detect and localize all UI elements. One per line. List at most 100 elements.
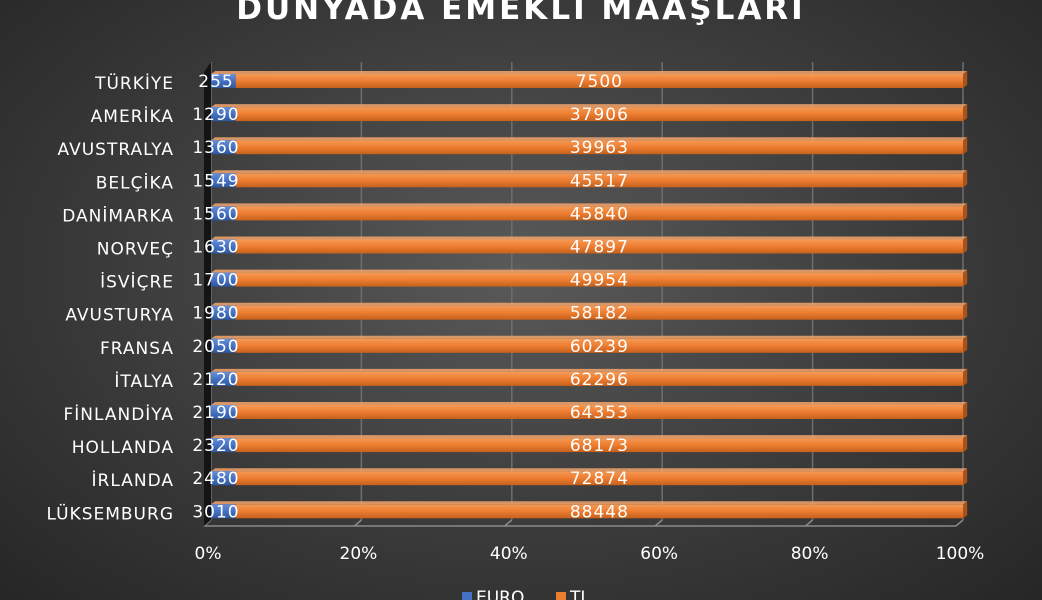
category-labels: TÜRKİYE AMERİKA AVUSTRALYA BELÇİKA DANİMARKA… xyxy=(46,72,174,524)
bar-top-face xyxy=(211,269,968,273)
bars xyxy=(211,71,968,519)
category-label: FİNLANDİYA xyxy=(63,404,174,425)
legend-swatch xyxy=(556,592,566,600)
tl-value-label: 88448 xyxy=(570,502,629,522)
bar-end-face xyxy=(963,402,968,419)
category-label: HOLLANDA xyxy=(72,438,174,458)
bar-euro xyxy=(211,173,236,188)
bar-top-face xyxy=(211,236,968,240)
bar-top-face xyxy=(211,137,968,141)
category-label: AVUSTRALYA xyxy=(58,140,174,160)
bar-end-face xyxy=(963,335,968,353)
tl-value-label: 49954 xyxy=(570,271,629,291)
bar-tl xyxy=(235,504,964,519)
bar-top-face xyxy=(211,104,968,108)
bar-end-face xyxy=(963,302,968,320)
bar-end-face xyxy=(963,236,968,254)
euro-value-label: 2190 xyxy=(192,403,239,423)
tl-value-label: 7500 xyxy=(576,72,623,92)
euro-value-label: 2320 xyxy=(192,436,239,456)
category-label: TÜRKİYE xyxy=(94,72,174,94)
bar-tl xyxy=(235,239,963,254)
legend-label: TL xyxy=(569,588,590,600)
tl-value-label: 64353 xyxy=(570,403,629,423)
euro-value-label: 2120 xyxy=(192,370,239,390)
tl-value-label: 60239 xyxy=(570,337,629,357)
bar-euro xyxy=(211,438,236,453)
legend-label: EURO xyxy=(476,588,524,600)
bar-euro xyxy=(211,239,236,254)
legend: EURO TL xyxy=(462,588,590,600)
bar-end-face xyxy=(963,269,968,287)
category-label: DANİMARKA xyxy=(62,205,174,226)
category-label: İRLANDA xyxy=(92,470,174,491)
tl-value-label: 45840 xyxy=(570,204,629,224)
x-tick-label: 60% xyxy=(640,544,678,564)
bar-top-face xyxy=(211,435,968,439)
category-label: İTALYA xyxy=(114,371,174,392)
bar-end-face xyxy=(963,468,968,486)
bar-euro xyxy=(211,405,236,419)
gridlines xyxy=(203,62,964,527)
bar-tl xyxy=(235,338,963,353)
category-label: NORVEÇ xyxy=(97,240,174,260)
euro-value-label: 1700 xyxy=(192,271,239,291)
bar-top-face xyxy=(211,71,968,74)
euro-value-label: 1630 xyxy=(192,238,239,258)
bar-tl xyxy=(235,74,963,88)
euro-value-label: 2050 xyxy=(192,337,239,357)
bar-tl xyxy=(235,471,963,486)
x-tick-label: 40% xyxy=(490,544,528,564)
euro-value-label: 1360 xyxy=(192,138,239,158)
bar-tl xyxy=(235,305,964,320)
bar-euro xyxy=(211,471,236,486)
bar-euro xyxy=(211,140,236,155)
bar-tl xyxy=(235,107,964,122)
bar-tl xyxy=(235,438,963,453)
euro-value-label: 255 xyxy=(198,72,233,92)
legend-swatch xyxy=(462,592,472,600)
value-labels: 255 7500 1290 37906 1360 39963 1549 45517 1560 45… xyxy=(192,72,629,522)
bar-euro xyxy=(211,206,236,221)
bar-tl xyxy=(235,140,964,155)
category-label: AVUSTURYA xyxy=(65,306,174,326)
bar-euro xyxy=(211,305,236,320)
gridline-floor xyxy=(805,519,814,527)
bar-end-face xyxy=(963,203,968,221)
x-tick-label: 0% xyxy=(195,544,222,564)
euro-value-label: 1290 xyxy=(192,105,239,125)
bar-euro xyxy=(211,74,236,88)
x-axis: 0% 20% 40% 60% 80% 100% xyxy=(195,525,984,564)
chart-wall xyxy=(204,62,211,526)
bar-top-face xyxy=(211,468,968,472)
x-tick-label: 80% xyxy=(791,544,829,564)
chart-title: DÜNYADA EMEKLİ MAAŞLARI xyxy=(236,0,805,27)
category-label: LÜKSEMBURG xyxy=(46,502,174,524)
tl-value-label: 45517 xyxy=(570,171,629,191)
bar-top-face xyxy=(211,501,968,505)
bar-end-face xyxy=(963,104,968,122)
euro-value-label: 2480 xyxy=(192,469,239,489)
bar-top-face xyxy=(211,368,968,372)
euro-value-label: 1549 xyxy=(192,171,239,191)
bar-tl xyxy=(235,371,963,386)
bar-euro xyxy=(211,371,236,386)
bar-euro xyxy=(211,272,236,287)
bar-end-face xyxy=(963,170,968,188)
bar-top-face xyxy=(211,402,968,405)
tl-value-label: 62296 xyxy=(570,370,629,390)
bar-end-face xyxy=(963,71,968,88)
bar-end-face xyxy=(963,435,968,453)
tl-value-label: 47897 xyxy=(570,238,629,258)
category-label: AMERİKA xyxy=(91,106,174,127)
bar-end-face xyxy=(963,501,968,519)
bar-tl xyxy=(235,272,964,287)
x-tick-label: 20% xyxy=(340,544,378,564)
tl-value-label: 39963 xyxy=(570,138,629,158)
bar-top-face xyxy=(211,203,968,207)
gridline-floor xyxy=(353,519,362,527)
left-wall xyxy=(204,62,211,526)
tl-value-label: 58182 xyxy=(570,304,629,324)
category-label: BELÇİKA xyxy=(96,172,174,193)
